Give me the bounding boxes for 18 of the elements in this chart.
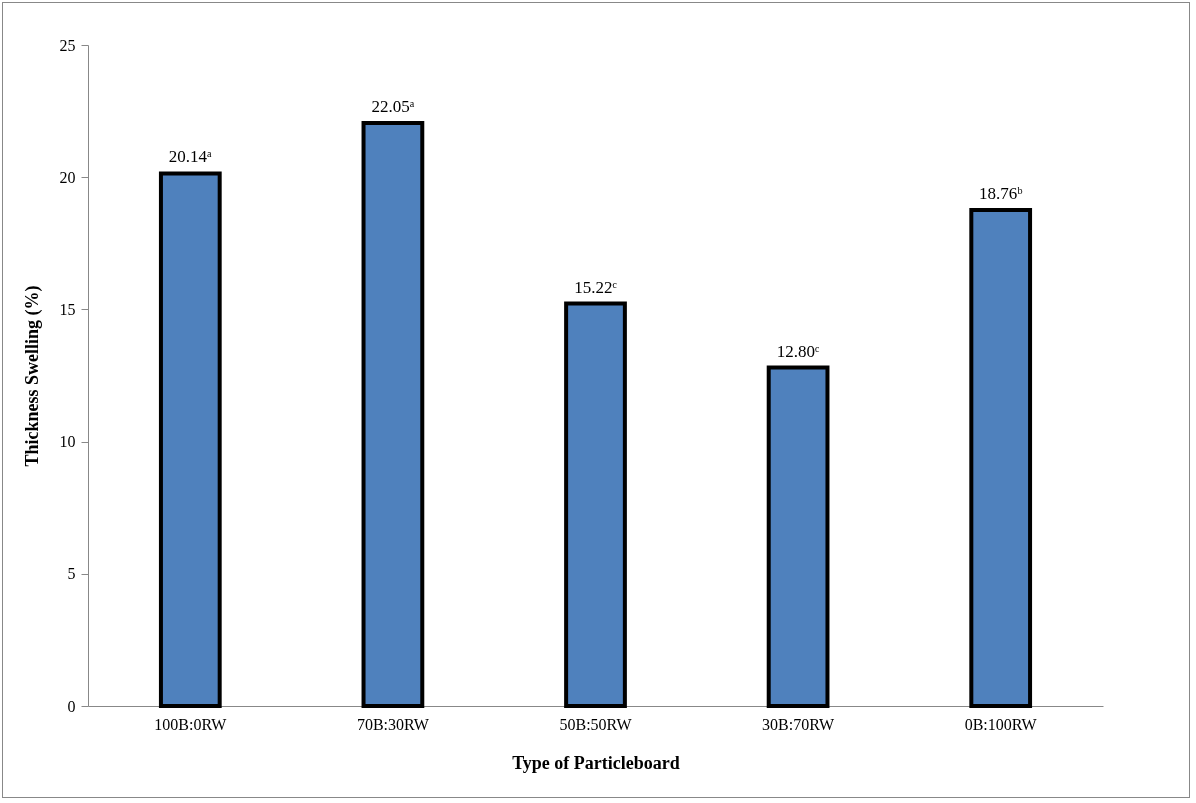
- data-label: 12.80ᶜ: [776, 341, 821, 361]
- y-tick-label: 25: [59, 36, 76, 54]
- y-axis-title: Thickness Swelling (%): [21, 285, 43, 467]
- y-tick-label: 20: [59, 168, 76, 186]
- x-axis-title: Type of Particleboard: [512, 752, 680, 773]
- y-tick-label: 0: [67, 697, 76, 715]
- x-tick-label: 0B:100RW: [964, 715, 1038, 733]
- data-label: 15.22ᶜ: [574, 277, 618, 297]
- x-tick-label: 100B:0RW: [154, 715, 228, 733]
- y-tick-label: 10: [59, 433, 76, 451]
- x-tick-label: 30B:70RW: [762, 715, 835, 733]
- data-label: 20.14ᵃ: [168, 147, 213, 167]
- y-tick-label: 5: [67, 565, 76, 583]
- data-label: 22.05ᵃ: [371, 97, 415, 116]
- data-label: 18.76ᵇ: [978, 183, 1023, 203]
- y-tick-label: 15: [59, 300, 76, 318]
- x-tick-label: 50B:50RW: [559, 715, 633, 733]
- x-tick-label: 70B:30RW: [356, 715, 430, 733]
